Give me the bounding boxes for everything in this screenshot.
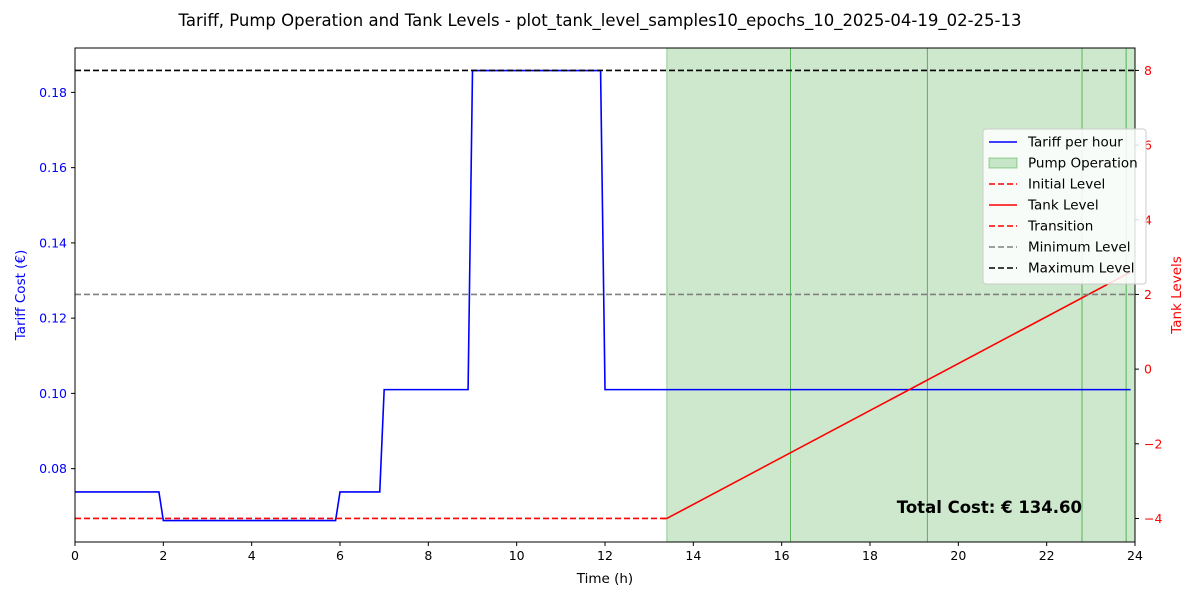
legend-label-pump-operation: Pump Operation	[1028, 156, 1138, 172]
x-tick-label: 14	[685, 548, 701, 563]
series-lines	[75, 69, 1135, 522]
right-tick-label: 6	[1144, 138, 1152, 153]
left-tick-label: 0.10	[39, 386, 67, 401]
x-tick-label: 6	[336, 548, 344, 563]
left-tick-label: 0.18	[39, 85, 67, 100]
x-axis-ticks: 0 2 4 6 8 10 12 14 16 18 20 22 24	[71, 542, 1143, 563]
x-tick-label: 24	[1127, 548, 1143, 563]
x-tick-label: 4	[248, 548, 256, 563]
legend-label-minimum-level: Minimum Level	[1028, 240, 1131, 256]
x-tick-label: 16	[774, 548, 790, 563]
right-tick-label: 4	[1144, 212, 1152, 227]
chart-title: Tariff, Pump Operation and Tank Levels -…	[178, 11, 1022, 31]
left-tick-label: 0.12	[39, 311, 67, 326]
right-axis-ticks: −4 −2 0 2 4 6 8	[1135, 63, 1162, 526]
x-tick-label: 22	[1039, 548, 1055, 563]
total-cost-annotation: Total Cost: € 134.60	[897, 498, 1082, 517]
right-tick-label: −2	[1144, 436, 1162, 451]
left-tick-label: 0.14	[39, 235, 67, 250]
x-axis-label: Time (h)	[576, 571, 633, 587]
legend-label-maximum-level: Maximum Level	[1028, 261, 1134, 277]
legend-label-initial-level: Initial Level	[1028, 177, 1105, 193]
left-axis-label: Tariff Cost (€)	[13, 250, 29, 342]
right-tick-label: 2	[1144, 287, 1152, 302]
series-line-tank-level	[666, 271, 1131, 520]
x-tick-label: 10	[509, 548, 525, 563]
right-axis-label: Tank Levels	[1169, 256, 1185, 335]
right-tick-label: −4	[1144, 511, 1162, 526]
legend: Tariff per hour Pump Operation Initial Lev…	[982, 128, 1147, 285]
x-tick-label: 0	[71, 548, 79, 563]
left-tick-label: 0.16	[39, 160, 67, 175]
x-tick-label: 2	[159, 548, 167, 563]
x-tick-label: 12	[597, 548, 613, 563]
legend-label-tank-level: Tank Level	[1027, 198, 1099, 214]
right-tick-label: 0	[1144, 362, 1152, 377]
left-axis-ticks: 0.08 0.10 0.12 0.14 0.16 0.18	[39, 85, 75, 476]
left-tick-label: 0.08	[39, 461, 67, 476]
legend-swatch-pump-operation	[988, 157, 1018, 169]
legend-label-tariff-per-hour: Tariff per hour	[1027, 135, 1123, 151]
legend-box	[982, 128, 1147, 285]
x-tick-label: 18	[862, 548, 878, 563]
x-tick-label: 20	[950, 548, 966, 563]
series-line-tariff-per-hour	[75, 69, 1131, 522]
right-tick-label: 8	[1144, 63, 1152, 78]
x-tick-label: 8	[424, 548, 432, 563]
legend-label-transition: Transition	[1027, 219, 1093, 235]
